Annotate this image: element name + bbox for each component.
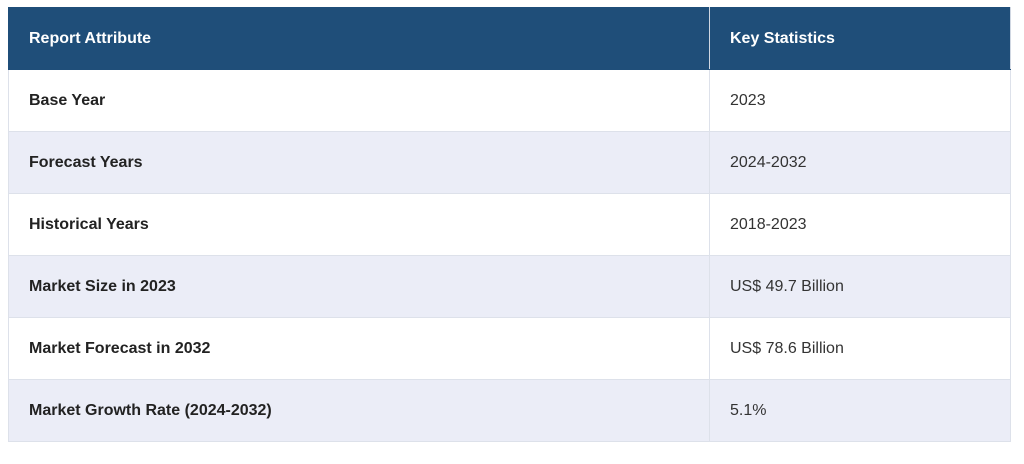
table-row: Historical Years 2018-2023: [8, 193, 1011, 256]
stat-value: 5.1%: [709, 379, 1011, 442]
stat-value: 2018-2023: [709, 193, 1011, 256]
attribute-label: Market Growth Rate (2024-2032): [8, 379, 710, 442]
attribute-label: Historical Years: [8, 193, 710, 256]
table-row: Base Year 2023: [8, 69, 1011, 132]
table-row: Market Size in 2023 US$ 49.7 Billion: [8, 255, 1011, 318]
table-row: Market Growth Rate (2024-2032) 5.1%: [8, 379, 1011, 442]
attribute-label: Forecast Years: [8, 131, 710, 194]
stat-value: 2023: [709, 69, 1011, 132]
table-row: Forecast Years 2024-2032: [8, 131, 1011, 194]
attribute-label: Base Year: [8, 69, 710, 132]
table-row: Market Forecast in 2032 US$ 78.6 Billion: [8, 317, 1011, 380]
header-cell: Key Statistics: [709, 7, 1011, 70]
attribute-label: Market Forecast in 2032: [8, 317, 710, 380]
stat-value: 2024-2032: [709, 131, 1011, 194]
stat-value: US$ 78.6 Billion: [709, 317, 1011, 380]
table-body: Base Year 2023 Forecast Years 2024-2032 Hist…: [8, 69, 1011, 442]
stats-table: Report Attribute Key Statistics Base Year…: [8, 7, 1011, 442]
attribute-label: Market Size in 2023: [8, 255, 710, 318]
header-row: Report Attribute Key Statistics: [8, 7, 1011, 70]
stat-value: US$ 49.7 Billion: [709, 255, 1011, 318]
header-cell: Report Attribute: [8, 7, 710, 70]
